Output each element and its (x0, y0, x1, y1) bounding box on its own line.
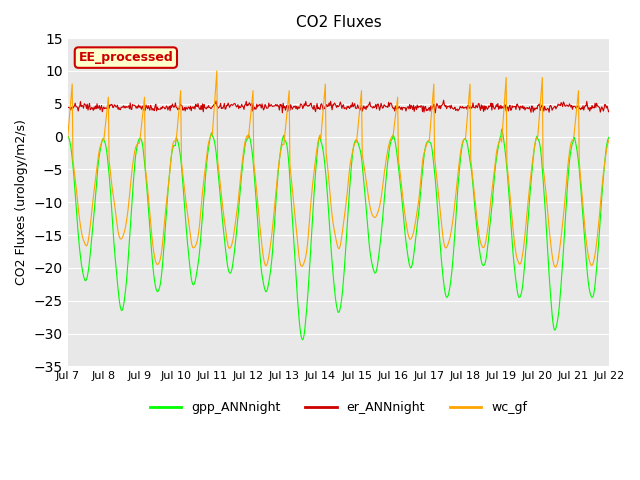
wc_gf (213, 68, 221, 74)
Line: gpp_ANNnight: gpp_ANNnight (68, 129, 609, 340)
gpp_ANNnight (299, 337, 307, 343)
gpp_ANNnight (498, 126, 506, 132)
er_ANNnight (213, 102, 221, 108)
gpp_ANNnight (74, 222, 81, 228)
gpp_ANNnight (605, 134, 613, 140)
Line: wc_gf: wc_gf (68, 71, 609, 267)
gpp_ANNnight (64, 133, 72, 139)
gpp_ANNnight (213, 156, 221, 162)
Text: EE_processed: EE_processed (79, 51, 173, 64)
er_ANNnight (440, 97, 447, 103)
gpp_ANNnight (421, 148, 429, 154)
gpp_ANNnight (129, 181, 137, 187)
wc_gf (214, 157, 221, 163)
er_ANNnight (74, 105, 81, 110)
wc_gf (184, 216, 192, 221)
wc_gf (551, 264, 559, 270)
Y-axis label: CO2 Fluxes (urology/m2/s): CO2 Fluxes (urology/m2/s) (15, 119, 28, 285)
wc_gf (74, 197, 81, 203)
gpp_ANNnight (405, 260, 413, 265)
gpp_ANNnight (184, 248, 192, 253)
wc_gf (129, 158, 137, 164)
wc_gf (64, 135, 72, 141)
er_ANNnight (605, 108, 613, 113)
er_ANNnight (129, 102, 137, 108)
Line: er_ANNnight: er_ANNnight (68, 100, 609, 113)
er_ANNnight (431, 110, 439, 116)
wc_gf (405, 235, 413, 240)
er_ANNnight (404, 104, 412, 109)
er_ANNnight (64, 105, 72, 110)
er_ANNnight (420, 109, 428, 115)
er_ANNnight (184, 104, 192, 110)
wc_gf (421, 148, 429, 154)
Title: CO2 Fluxes: CO2 Fluxes (296, 15, 381, 30)
wc_gf (605, 136, 613, 142)
Legend: gpp_ANNnight, er_ANNnight, wc_gf: gpp_ANNnight, er_ANNnight, wc_gf (145, 396, 532, 419)
